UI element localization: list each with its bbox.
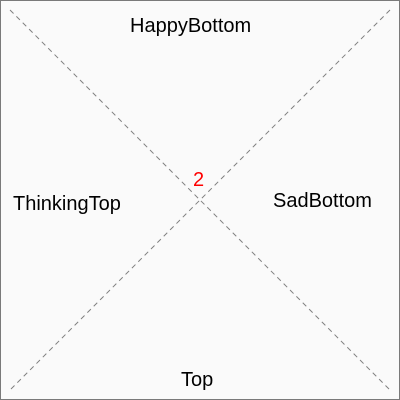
label-right: SadBottom <box>273 190 372 212</box>
label-bottom: Top <box>181 369 214 391</box>
label-top: HappyBottom <box>130 15 252 37</box>
center-count: 2 <box>193 169 205 191</box>
label-left: ThinkingTop <box>13 193 121 215</box>
